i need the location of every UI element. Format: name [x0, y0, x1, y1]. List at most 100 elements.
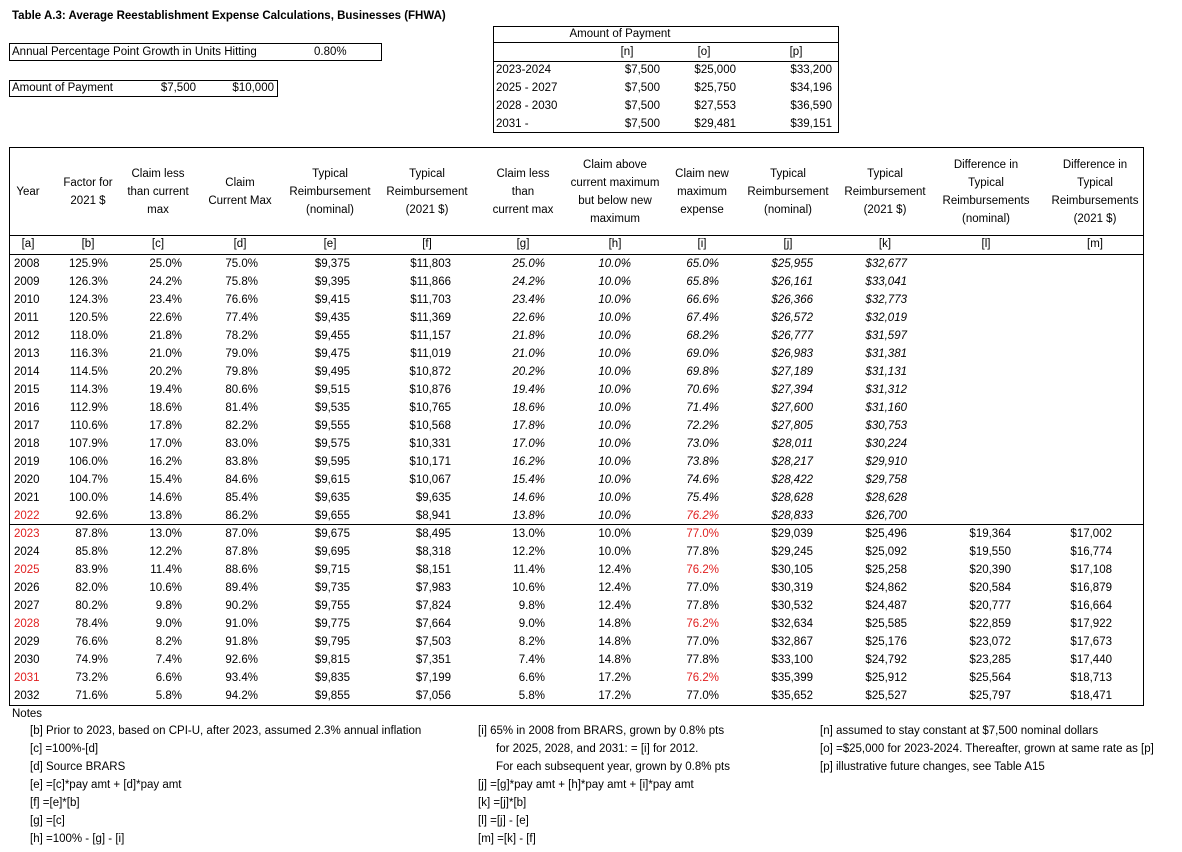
year: 2020: [14, 474, 40, 486]
table-cell: 77.0%: [686, 690, 719, 702]
table-cell: 21.8%: [149, 330, 182, 342]
table-cell: 76.2%: [686, 672, 719, 684]
table-cell: $30,319: [771, 582, 813, 594]
table-cell: 77.4%: [225, 312, 258, 324]
period: 2023-2024: [496, 64, 551, 76]
table-cell: $9,795: [314, 636, 350, 648]
column-header: Reimbursement: [386, 186, 468, 198]
table-cell: 11.4%: [150, 564, 182, 576]
table-cell: $7,664: [415, 618, 451, 630]
table-cell: $9,635: [314, 492, 350, 504]
note: [m] =[k] - [f]: [478, 833, 536, 845]
table-cell: $26,700: [865, 510, 907, 522]
table-cell: $26,366: [771, 294, 813, 306]
column-header: Reimbursements: [1051, 195, 1139, 207]
column-letter: [f]: [422, 238, 432, 250]
table-cell: $9,755: [314, 600, 350, 612]
table-cell: 89.4%: [225, 582, 258, 594]
column-letter: [i]: [697, 238, 707, 250]
table-cell: 84.6%: [225, 474, 258, 486]
growth-box: [9, 43, 382, 61]
table-cell: 73.8%: [686, 456, 719, 468]
table-cell: $30,224: [865, 438, 907, 450]
table-cell: 24.2%: [512, 276, 545, 288]
table-cell: $32,677: [865, 258, 907, 270]
column-header: (2021 $): [405, 204, 449, 216]
table-cell: 14.6%: [149, 492, 182, 504]
year: 2024: [14, 546, 40, 558]
table-cell: $26,777: [771, 330, 813, 342]
table-cell: 12.4%: [598, 582, 631, 594]
column-header: maximum: [677, 186, 727, 198]
table-cell: $30,105: [771, 564, 813, 576]
table-cell: $8,495: [415, 528, 451, 540]
column-letter: [k]: [878, 238, 892, 250]
table-cell: 10.0%: [598, 366, 631, 378]
table-cell: 13.0%: [149, 528, 182, 540]
year: 2008: [14, 258, 40, 270]
table-cell: $10,872: [409, 366, 451, 378]
notes-title: Notes: [12, 708, 43, 720]
table-cell: 91.0%: [225, 618, 258, 630]
column-header: Typical: [409, 168, 445, 180]
table-cell: 120.5%: [68, 312, 108, 324]
table-cell: 73.2%: [75, 672, 108, 684]
table-cell: 10.0%: [598, 402, 631, 414]
table-cell: 10.0%: [598, 384, 631, 396]
period: 2031 -: [496, 118, 529, 130]
table-cell: 77.0%: [686, 582, 719, 594]
table-cell: $25,496: [865, 528, 907, 540]
column-header: maximum: [590, 213, 640, 225]
table-cell: $35,652: [771, 690, 813, 702]
table-cell: 17.0%: [512, 438, 545, 450]
table-cell: $9,435: [314, 312, 350, 324]
table-cell: $28,628: [865, 492, 907, 504]
note: [j] =[g]*pay amt + [h]*pay amt + [i]*pay…: [478, 779, 694, 791]
payment-cell: $33,200: [790, 64, 832, 76]
table-cell: $17,673: [1070, 636, 1112, 648]
table-cell: 76.2%: [686, 564, 719, 576]
column-letter: [b]: [81, 238, 95, 250]
column-header: Claim: [225, 177, 255, 189]
payment-cell: $7,500: [624, 82, 660, 94]
column-header: Claim new: [675, 168, 729, 180]
payment-cell: $25,000: [694, 64, 736, 76]
table-cell: $33,100: [771, 654, 813, 666]
table-cell: $9,415: [314, 294, 350, 306]
table-cell: $29,758: [865, 474, 907, 486]
payment-value: $7,500: [160, 82, 196, 94]
table-cell: $11,703: [410, 294, 451, 306]
table-cell: 92.6%: [225, 654, 258, 666]
table-cell: $24,862: [865, 582, 907, 594]
column-header: Claim less: [496, 168, 550, 180]
table-cell: 76.2%: [686, 618, 719, 630]
table-cell: 23.4%: [512, 294, 545, 306]
column-letter: [d]: [233, 238, 247, 250]
table-cell: 14.8%: [598, 654, 631, 666]
table-cell: 71.4%: [686, 402, 719, 414]
year: 2030: [14, 654, 40, 666]
table-cell: 19.4%: [512, 384, 545, 396]
table-cell: $32,634: [771, 618, 813, 630]
table-cell: $9,615: [314, 474, 350, 486]
table-cell: 90.2%: [225, 600, 258, 612]
column-letter: [a]: [21, 238, 35, 250]
period: 2028 - 2030: [496, 100, 558, 112]
table-cell: $27,189: [771, 366, 813, 378]
note: [l] =[j] - [e]: [478, 815, 529, 827]
table-cell: 114.5%: [69, 366, 108, 378]
rule: [493, 61, 839, 62]
column-header: Reimbursement: [844, 186, 926, 198]
table-cell: 87.8%: [75, 528, 108, 540]
table-cell: $25,092: [865, 546, 907, 558]
table-cell: $7,824: [415, 600, 451, 612]
year: 2018: [14, 438, 40, 450]
column-header: Typical: [312, 168, 348, 180]
table-cell: 93.4%: [225, 672, 258, 684]
table-cell: $9,555: [314, 420, 350, 432]
table-cell: 83.8%: [225, 456, 258, 468]
table-cell: 10.0%: [598, 312, 631, 324]
table-cell: 65.0%: [686, 258, 719, 270]
table-cell: 24.2%: [149, 276, 182, 288]
column-header: Reimbursement: [747, 186, 829, 198]
